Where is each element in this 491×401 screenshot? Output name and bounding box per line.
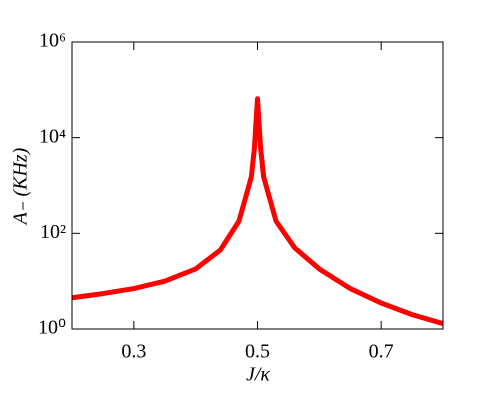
y-axis-label: A₋ (KHz) bbox=[10, 147, 32, 226]
x-axis-label: J/κ bbox=[246, 364, 270, 386]
y-tick-label: 10² bbox=[40, 221, 66, 243]
plot-frame bbox=[71, 41, 444, 330]
y-tick-label: 10⁰ bbox=[38, 317, 66, 339]
x-tick-label: 0.3 bbox=[121, 341, 146, 363]
y-tick-label: 10⁴ bbox=[39, 125, 66, 147]
y-tick-label: 10⁶ bbox=[39, 30, 66, 52]
line bbox=[72, 96, 443, 326]
x-tick-label: 0.7 bbox=[369, 341, 394, 363]
x-tick-label: 0.5 bbox=[245, 341, 270, 363]
